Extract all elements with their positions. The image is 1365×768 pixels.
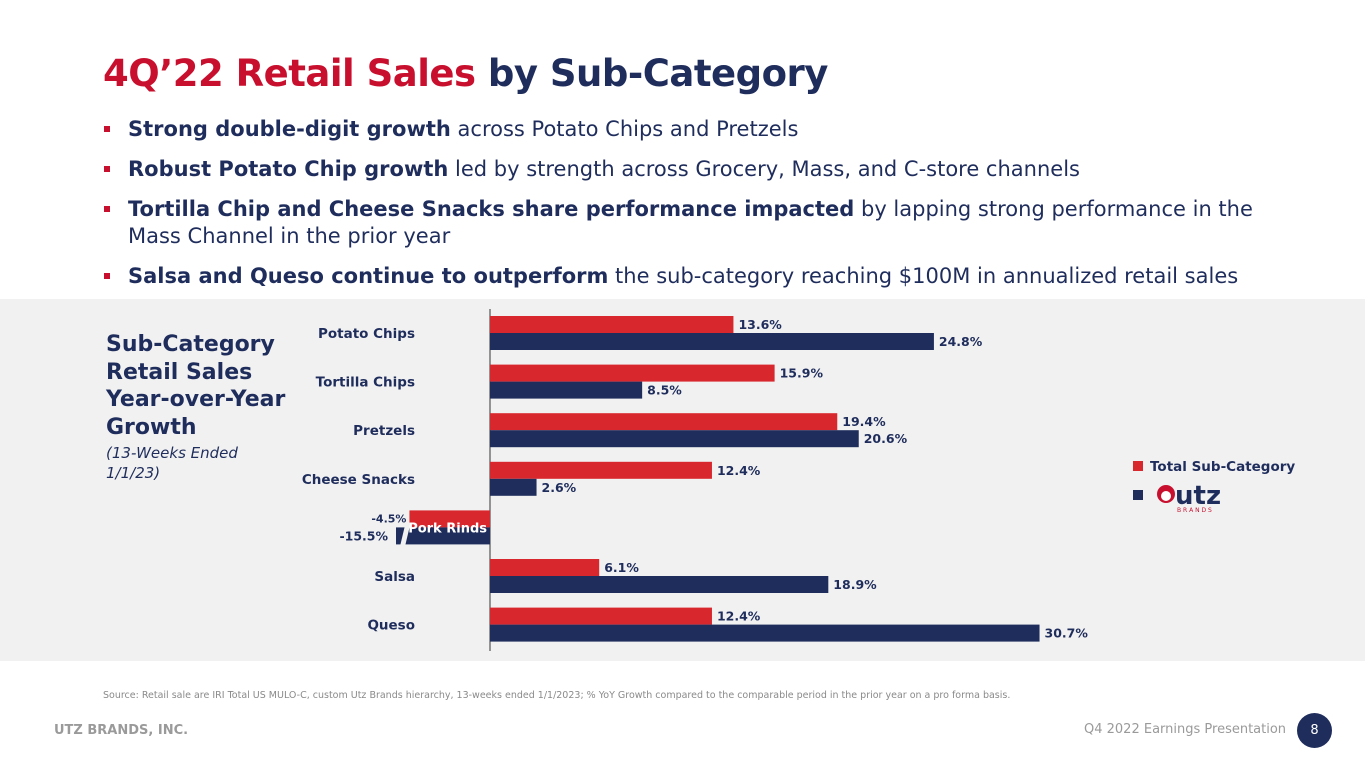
axis-break-marker xyxy=(400,525,410,547)
bullet-bold: Tortilla Chip and Cheese Snacks share pe… xyxy=(128,197,855,221)
bar-total-sub-category xyxy=(490,316,734,333)
data-label-utz: 2.6% xyxy=(542,480,577,495)
utz-logo-word: utz xyxy=(1175,481,1221,511)
presentation-name: Q4 2022 Earnings Presentation xyxy=(1084,722,1287,737)
bullet-item: Robust Potato Chip growth led by strengt… xyxy=(104,156,1254,183)
chart-subheading: Sub-Category Retail Sales Year-over-Year… xyxy=(106,331,296,483)
legend-swatch-total xyxy=(1133,461,1143,471)
data-label-utz: -15.5% xyxy=(339,528,388,543)
bullet-item: Salsa and Queso continue to outperform t… xyxy=(104,263,1254,290)
bar-total-sub-category xyxy=(409,510,490,528)
bar-total-sub-category xyxy=(490,413,838,431)
source-note: Source: Retail sale are IRI Total US MUL… xyxy=(103,690,1011,701)
bar-chart: 13.6% 24.8% Potato Chips 15.9% 8.5% Tortilla … xyxy=(302,309,1295,651)
bullet-marker xyxy=(104,206,110,212)
bar-total-sub-category xyxy=(490,607,712,625)
bar-total-sub-category xyxy=(490,364,775,382)
data-label-utz: 20.6% xyxy=(864,431,908,446)
legend-swatch-utz xyxy=(1133,490,1143,500)
data-label-utz: 30.7% xyxy=(1045,626,1089,641)
bullet-text: the sub-category reaching $100M in annua… xyxy=(608,264,1239,288)
company-name: UTZ BRANDS, INC. xyxy=(54,723,189,738)
utz-logo-sub: B R A N D S xyxy=(1177,507,1212,514)
bar-utz-brands xyxy=(490,624,1040,642)
utz-logo-mascot-face xyxy=(1161,491,1171,501)
title-rest: by Sub-Category xyxy=(487,52,829,95)
bar-total-sub-category xyxy=(490,559,600,576)
chart-subheading-title: Sub-Category Retail Sales Year-over-Year… xyxy=(106,332,286,440)
bullet-bold: Strong double-digit growth xyxy=(128,117,451,141)
category-label: Salsa xyxy=(374,569,415,585)
bullet-bold: Robust Potato Chip growth xyxy=(128,157,449,181)
chart-panel xyxy=(0,299,1365,661)
data-label-total: 12.4% xyxy=(717,609,761,624)
bullet-text: across Potato Chips and Pretzels xyxy=(450,117,799,141)
data-label-total: 19.4% xyxy=(842,414,886,429)
data-label-total: 15.9% xyxy=(780,366,824,381)
bullet-bold: Salsa and Queso continue to outperform xyxy=(128,264,609,288)
title-highlight: 4Q’22 Retail Sales xyxy=(103,52,476,95)
category-label: Potato Chips xyxy=(318,326,415,342)
category-label: Cheese Snacks xyxy=(302,472,415,488)
data-label-utz: 24.8% xyxy=(939,334,983,349)
category-label: Pork Rinds xyxy=(408,521,487,536)
bar-utz-brands xyxy=(490,430,859,448)
bar-utz-brands xyxy=(490,333,934,350)
bullet-text: by lapping strong performance in the Mas… xyxy=(128,197,1253,248)
data-label-total: 13.6% xyxy=(738,317,782,332)
bullet-marker xyxy=(104,273,110,279)
bar-utz-brands xyxy=(490,576,829,593)
bullet-text: led by strength across Grocery, Mass, an… xyxy=(448,157,1080,181)
data-label-utz: 8.5% xyxy=(647,383,682,398)
bar-total-sub-category xyxy=(490,461,712,479)
data-label-utz: 18.9% xyxy=(833,577,877,592)
category-label: Tortilla Chips xyxy=(316,375,415,391)
category-label: Queso xyxy=(367,618,415,634)
bullet-list: Strong double-digit growth across Potato… xyxy=(104,116,1254,303)
data-label-total: 12.4% xyxy=(717,463,761,478)
bar-utz-brands xyxy=(490,381,643,399)
bullet-item: Tortilla Chip and Cheese Snacks share pe… xyxy=(104,196,1254,250)
data-label-total: 6.1% xyxy=(604,560,639,575)
category-label: Pretzels xyxy=(353,423,415,439)
bullet-marker xyxy=(104,126,110,132)
bar-utz-brands xyxy=(396,527,490,545)
legend-label-total: Total Sub-Category xyxy=(1150,459,1295,475)
bullet-marker xyxy=(104,166,110,172)
chart-subheading-period: (13-Weeks Ended 1/1/23) xyxy=(106,444,238,482)
bar-utz-brands xyxy=(490,478,537,496)
data-label-total: -4.5% xyxy=(371,512,406,525)
page-title: 4Q’22 Retail Sales by Sub-Category xyxy=(103,52,828,95)
page-number: 8 xyxy=(1297,713,1332,748)
bullet-item: Strong double-digit growth across Potato… xyxy=(104,116,1254,143)
